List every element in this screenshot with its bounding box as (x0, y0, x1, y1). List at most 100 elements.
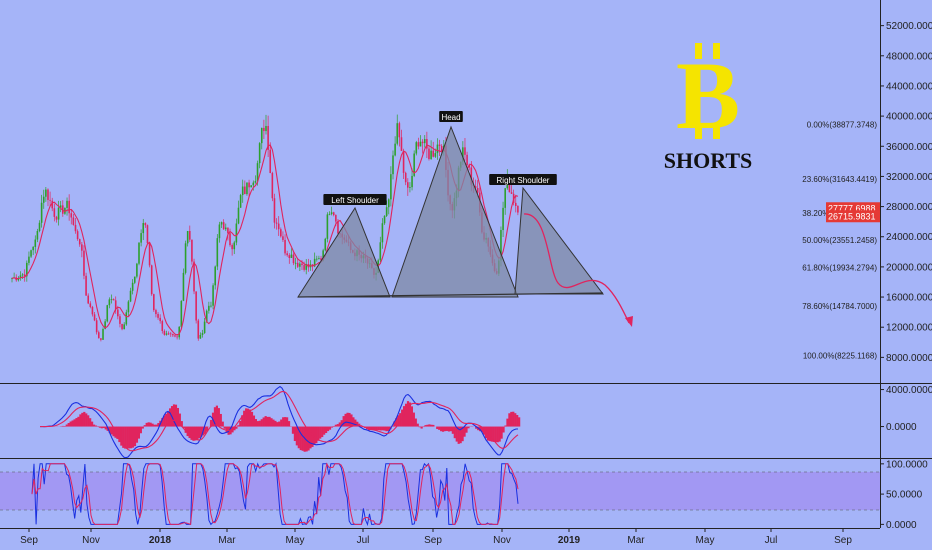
candle-body (182, 272, 185, 301)
head-shoulders-pattern (297, 125, 605, 298)
candle-body (28, 256, 30, 263)
candle-body (70, 213, 73, 218)
candle-body (430, 150, 432, 160)
macd-hist-bar (139, 426, 142, 434)
candle-body (267, 125, 269, 150)
candle-body (45, 189, 47, 197)
candle-body (201, 333, 204, 335)
macd-hist-bar (186, 426, 189, 437)
macd-hist-bar (393, 421, 396, 427)
candle-body (68, 200, 70, 214)
price-axis-label: 28000.0000 (886, 202, 932, 213)
macd-hist-bar (124, 426, 127, 449)
macd-hist-bar (428, 424, 431, 427)
candle-body (337, 221, 339, 234)
macd-hist-bar (488, 426, 491, 442)
stoch-axis-label: 50.0000 (886, 490, 923, 501)
macd-hist-bar (256, 421, 259, 427)
macd-hist-bar (293, 426, 296, 442)
macd-hist-bar (414, 418, 417, 427)
candle-body (233, 242, 236, 250)
candle-body (438, 144, 441, 146)
candle-body (91, 306, 94, 315)
macd-hist-bar (180, 421, 183, 427)
macd-hist-bar (358, 423, 361, 427)
macd-hist-bar (77, 416, 80, 427)
candle-body (301, 263, 303, 266)
candle-body (203, 321, 206, 334)
candle-body (392, 155, 394, 175)
macd-hist-bar (133, 426, 137, 447)
candle-body (239, 195, 242, 208)
candle-body (167, 333, 170, 335)
fib-level-label: 78.60%(14784.7000) (802, 302, 877, 311)
candle-body (404, 172, 407, 183)
time-axis-label: Mar (627, 535, 645, 546)
macd-hist-bar (245, 408, 248, 427)
candle-body (411, 175, 413, 188)
candle-body (176, 336, 178, 338)
macd-hist-bar (404, 403, 408, 427)
macd-hist-bar (416, 423, 419, 427)
candle-body (142, 223, 145, 234)
candle-body (510, 192, 513, 194)
macd-hist-bar (518, 417, 521, 427)
macd-hist-bar (397, 415, 400, 427)
macd-hist-bar (313, 426, 316, 445)
candle-body (193, 261, 195, 292)
macd-hist-bar (453, 426, 456, 439)
candle-body (87, 295, 89, 304)
macd-hist-bar (410, 406, 413, 427)
candle-body (324, 238, 327, 251)
candle-body (474, 186, 477, 189)
macd-hist-bar (130, 426, 133, 449)
macd-hist-bar (248, 409, 252, 427)
candle-body (381, 223, 384, 243)
candle-body (121, 323, 123, 330)
candle-body (273, 198, 276, 223)
macd-hist-bar (375, 426, 378, 431)
macd-hist-bar (373, 426, 376, 431)
candle-body (502, 207, 504, 231)
macd-hist-bar (340, 420, 343, 427)
candle-body (415, 142, 418, 154)
macd-hist-bar (484, 426, 488, 439)
macd-hist-bar (221, 421, 224, 427)
macd-hist-bar (443, 426, 447, 432)
macd-hist-bar (131, 426, 135, 448)
macd-hist-bar (104, 426, 107, 430)
macd-hist-bar (336, 424, 339, 427)
macd-hist-bar (516, 414, 519, 427)
candle-body (284, 239, 286, 254)
candle-body (313, 258, 316, 267)
candle-body (140, 233, 142, 243)
candle-body (180, 300, 183, 327)
candle-body (189, 230, 191, 240)
candle-body (159, 317, 161, 322)
candle-body (220, 222, 223, 225)
candle-body (144, 223, 147, 226)
candle-body (212, 285, 214, 306)
candle-body (19, 275, 22, 279)
candle-body (440, 145, 443, 152)
candle-body (280, 229, 282, 237)
candle-body (53, 208, 56, 217)
candle-body (148, 243, 151, 266)
macd-hist-bar (432, 424, 435, 427)
macd-hist-bar (118, 426, 121, 443)
time-axis-label: Sep (20, 535, 38, 546)
pattern-label-bg (323, 194, 387, 205)
candle-body (85, 275, 87, 296)
candle-body (191, 239, 193, 262)
candle-body (11, 278, 13, 280)
macd-hist-bar (176, 407, 179, 427)
macd-hist-bar (481, 426, 484, 433)
stoch-d-line (31, 462, 519, 526)
candle-body (318, 258, 320, 259)
candle-body (210, 305, 212, 307)
candle-body (303, 265, 305, 270)
price-axis-label: 12000.0000 (886, 323, 932, 334)
candle-body (241, 186, 244, 196)
svg-text:B: B (676, 42, 740, 149)
candle-body (150, 265, 153, 295)
